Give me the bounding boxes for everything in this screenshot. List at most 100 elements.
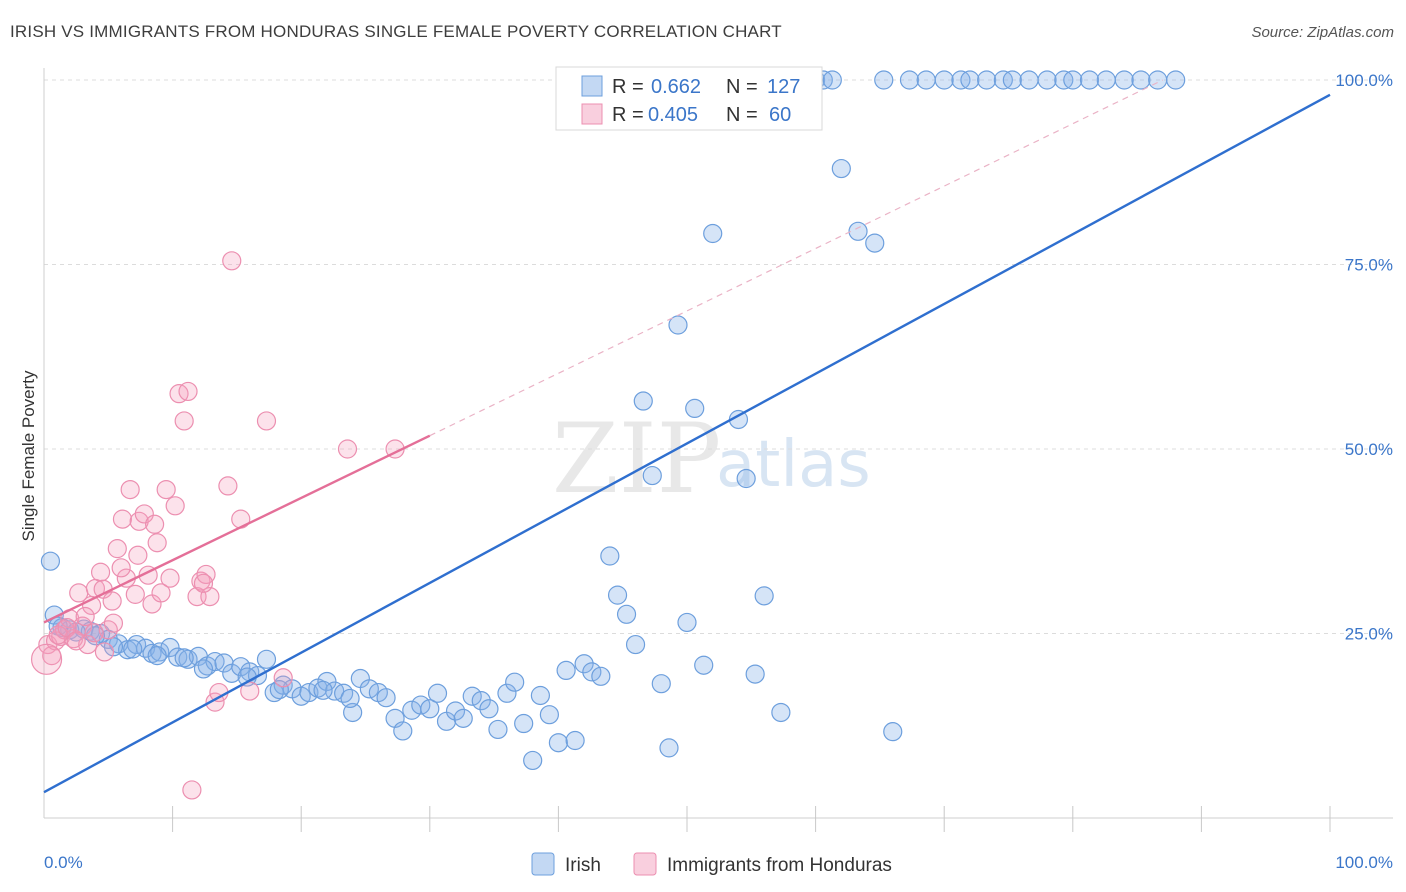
honduras-point bbox=[75, 606, 95, 627]
irish-point bbox=[1037, 70, 1057, 90]
irish-point bbox=[1063, 70, 1083, 90]
honduras-point bbox=[191, 571, 211, 591]
legend-swatch-honduras bbox=[581, 103, 603, 125]
irish-point bbox=[703, 223, 723, 244]
legend-irish-r-value: 0.662 bbox=[651, 76, 701, 98]
x-tick-label-min: 0.0% bbox=[44, 853, 83, 872]
irish-point bbox=[427, 683, 448, 703]
legend-swatch-irish bbox=[581, 75, 603, 97]
irish-point bbox=[591, 666, 611, 686]
irish-point bbox=[123, 639, 143, 659]
irish-point bbox=[514, 713, 534, 734]
irish-point bbox=[231, 657, 251, 677]
legend-irish-r-label: R = bbox=[612, 76, 644, 98]
honduras-point bbox=[273, 668, 293, 688]
irish-point bbox=[883, 722, 903, 742]
y-tick-labels: 25.0% 50.0% 75.0% 100.0% bbox=[1335, 71, 1393, 644]
irish-point bbox=[616, 604, 637, 624]
watermark-zip: ZIP bbox=[552, 403, 721, 515]
irish-point bbox=[40, 551, 61, 571]
chart-source: Source: ZipAtlas.com bbox=[1251, 24, 1394, 41]
irish-point bbox=[582, 662, 602, 682]
honduras-point bbox=[103, 613, 124, 633]
irish-point bbox=[376, 688, 396, 708]
irish-point bbox=[299, 682, 319, 703]
irish-point bbox=[659, 738, 679, 758]
irish-point bbox=[445, 701, 466, 721]
irish-point bbox=[150, 642, 170, 662]
irish-point bbox=[600, 546, 620, 566]
honduras-point bbox=[128, 545, 148, 565]
irish-point bbox=[269, 679, 289, 700]
irish-point bbox=[523, 750, 543, 771]
irish-point bbox=[899, 70, 920, 90]
honduras-point bbox=[111, 558, 131, 578]
honduras-point bbox=[178, 381, 198, 402]
irish-point bbox=[736, 468, 756, 489]
irish-point bbox=[934, 70, 954, 90]
irish-point bbox=[147, 646, 167, 666]
honduras-point bbox=[222, 251, 242, 271]
legend-series: Irish Immigrants from Honduras bbox=[531, 852, 892, 876]
honduras-trend-line bbox=[43, 434, 431, 624]
y-axis-label: Single Female Poverty bbox=[19, 370, 38, 542]
irish-point bbox=[343, 702, 363, 723]
honduras-point bbox=[78, 634, 98, 655]
irish-point bbox=[174, 648, 194, 668]
irish-point bbox=[453, 708, 473, 728]
irish-point bbox=[1131, 70, 1151, 90]
irish-point bbox=[960, 70, 980, 90]
irish-point bbox=[488, 719, 508, 740]
irish-point bbox=[874, 70, 894, 90]
honduras-point bbox=[94, 642, 115, 662]
irish-point bbox=[607, 585, 628, 605]
honduras-point bbox=[209, 682, 229, 703]
honduras-point bbox=[107, 539, 127, 559]
irish-point bbox=[977, 70, 997, 90]
honduras-point bbox=[112, 509, 133, 529]
bottom-legend-swatch-irish bbox=[531, 852, 555, 876]
honduras-point bbox=[337, 439, 358, 459]
irish-point bbox=[754, 586, 774, 606]
irish-point bbox=[256, 649, 277, 669]
irish-point bbox=[1114, 70, 1134, 90]
honduras-point bbox=[144, 514, 165, 534]
irish-point bbox=[745, 664, 765, 684]
chart-title: IRISH VS IMMIGRANTS FROM HONDURAS SINGLE… bbox=[10, 22, 782, 41]
irish-point bbox=[1148, 70, 1168, 90]
irish-point bbox=[393, 721, 413, 741]
honduras-point bbox=[147, 533, 167, 553]
honduras-point bbox=[160, 568, 180, 588]
legend-honduras-r-label: R = bbox=[612, 104, 644, 126]
irish-point bbox=[1019, 70, 1039, 90]
irish-point bbox=[548, 733, 569, 753]
irish-point bbox=[497, 683, 517, 703]
honduras-point bbox=[98, 620, 118, 640]
bottom-legend-honduras: Immigrants from Honduras bbox=[667, 855, 892, 876]
honduras-trend-extension bbox=[429, 79, 1164, 437]
irish-point bbox=[668, 315, 688, 335]
irish-point bbox=[642, 465, 662, 486]
irish-point bbox=[340, 688, 360, 709]
legend-honduras-n-label: N = bbox=[726, 104, 758, 126]
watermark-atlas: atlas bbox=[716, 428, 871, 502]
legend-honduras-n-value: 60 bbox=[769, 104, 791, 126]
irish-point bbox=[530, 685, 550, 706]
honduras-point bbox=[151, 583, 171, 603]
irish-point bbox=[831, 158, 851, 179]
irish-point bbox=[848, 221, 868, 241]
honduras-point bbox=[165, 496, 185, 516]
irish-point bbox=[916, 70, 936, 90]
honduras-point bbox=[102, 591, 122, 611]
irish-point bbox=[677, 612, 697, 633]
honduras-point bbox=[256, 411, 277, 431]
irish-point bbox=[479, 699, 499, 719]
irish-point bbox=[1079, 70, 1100, 90]
irish-point bbox=[574, 654, 594, 674]
irish-point bbox=[865, 233, 885, 253]
honduras-point bbox=[120, 479, 140, 500]
legend-irish-n-value: 127 bbox=[767, 76, 800, 98]
irish-point bbox=[1096, 70, 1116, 90]
honduras-point bbox=[134, 504, 154, 524]
